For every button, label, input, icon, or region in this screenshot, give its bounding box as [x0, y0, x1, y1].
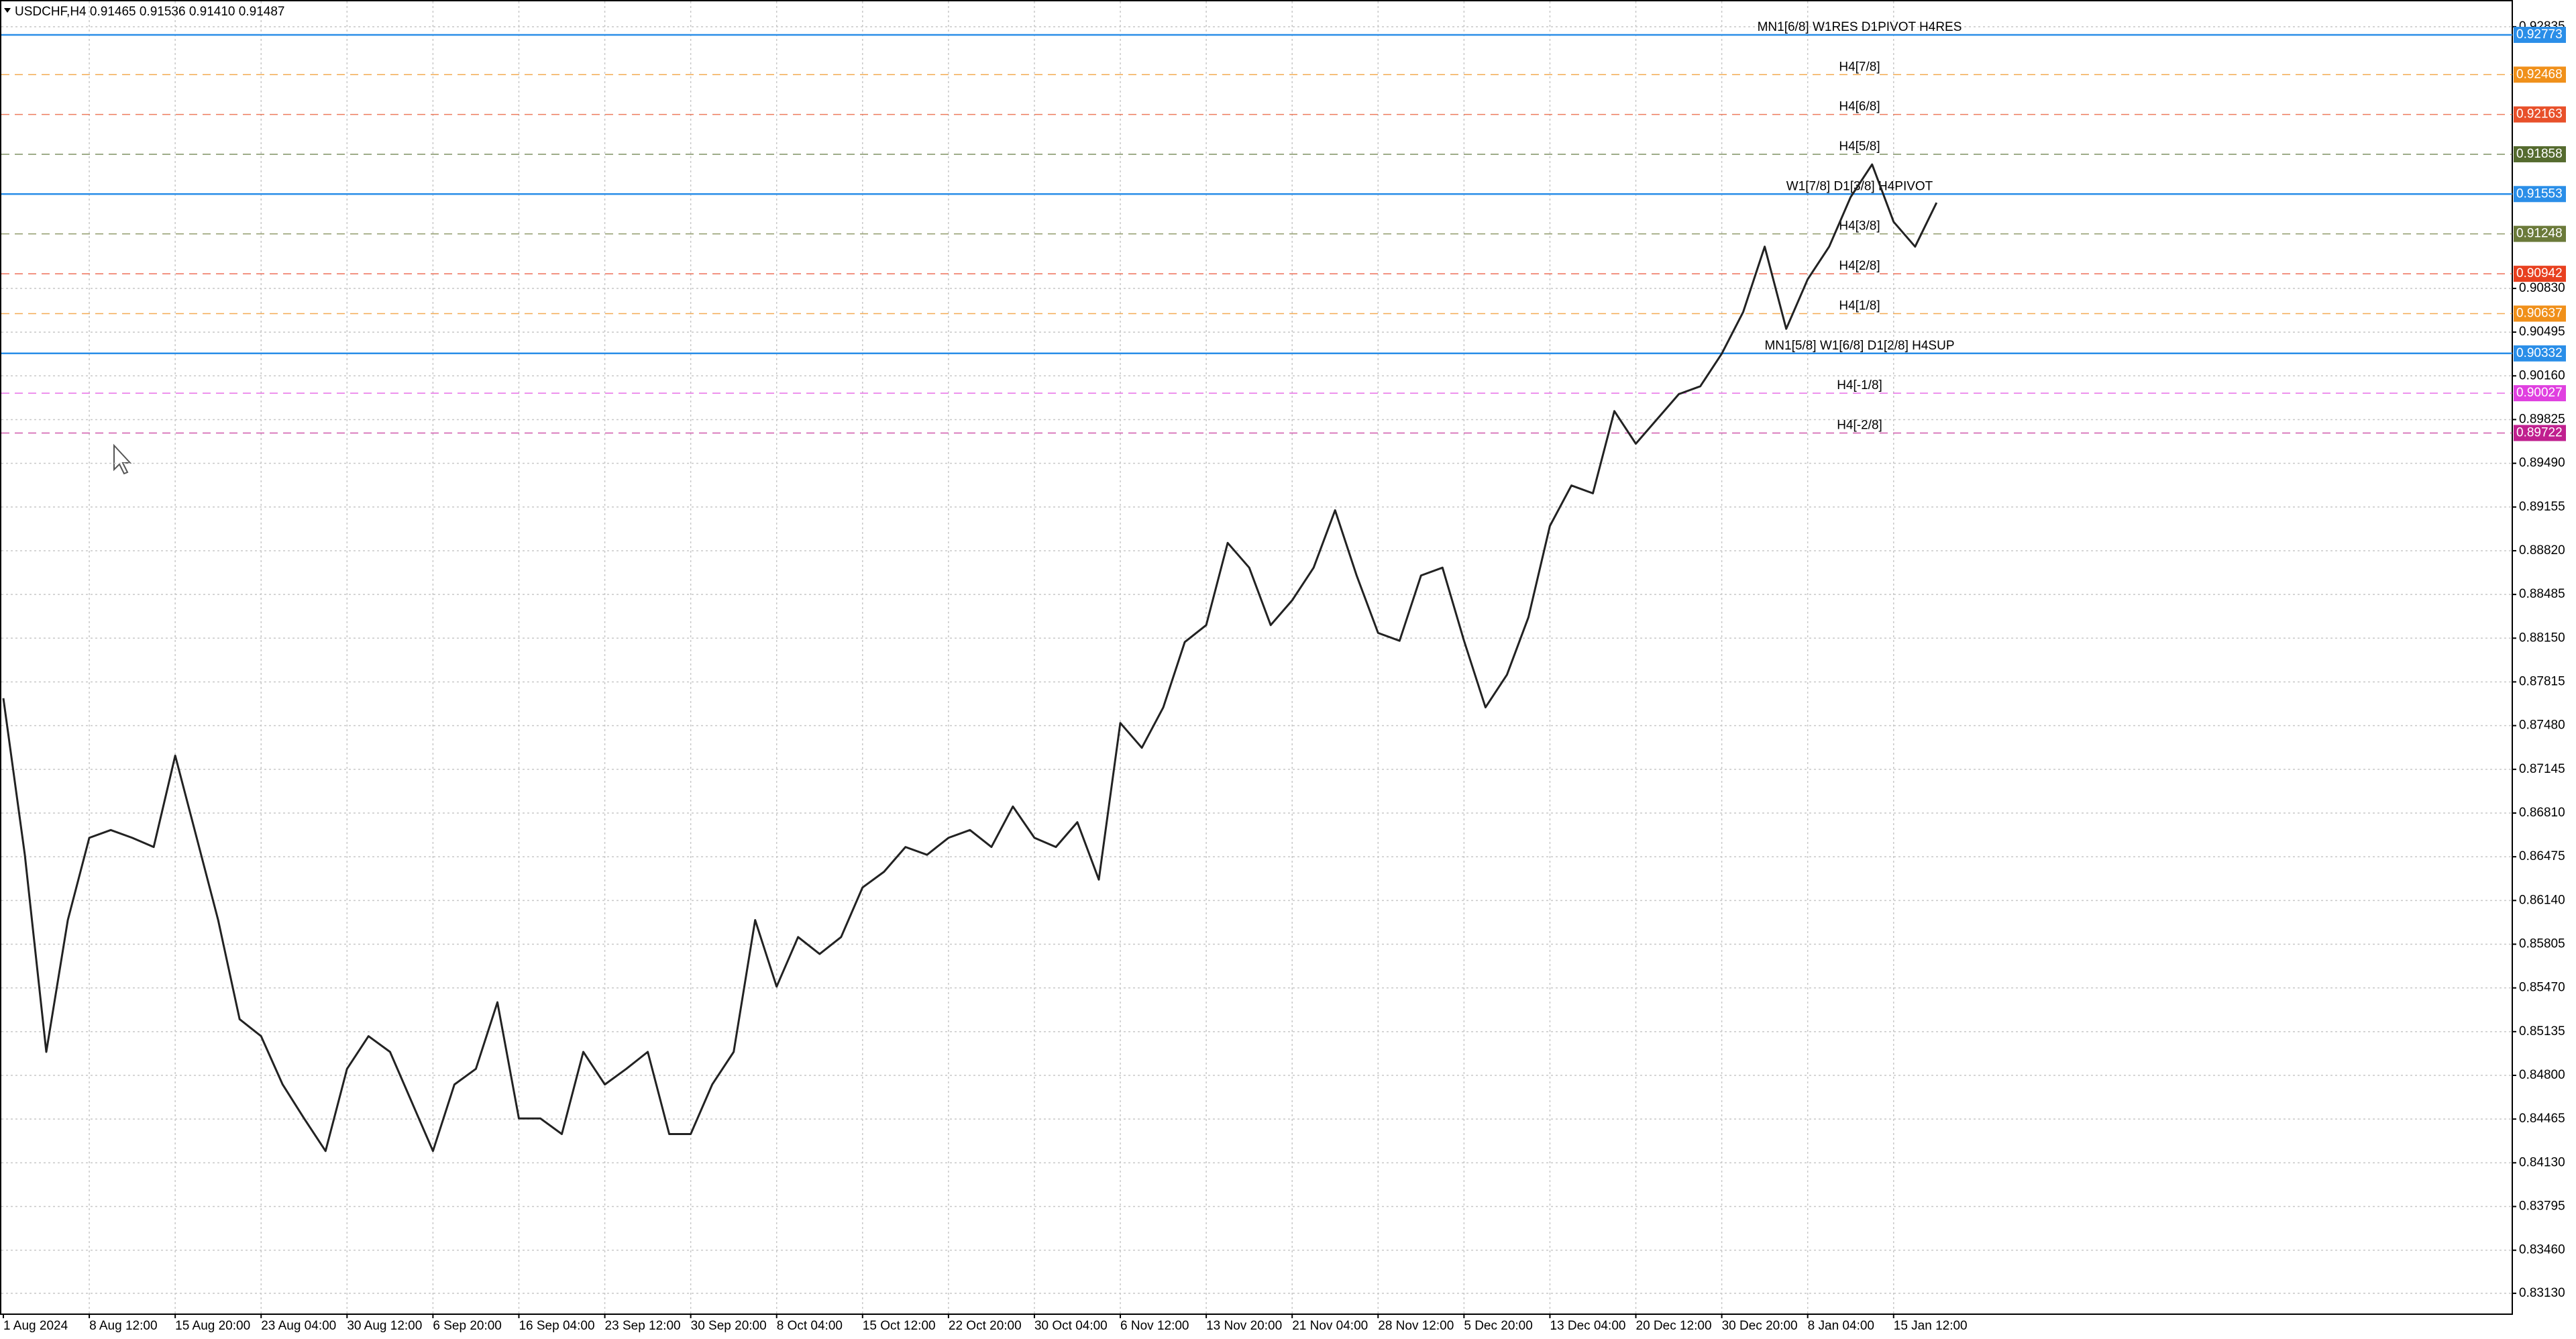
x-tick-label: 5 Dec 20:00 — [1464, 1319, 1532, 1333]
level-label: H4[-1/8] — [1837, 378, 1882, 392]
y-tick-label: 0.85470 — [2519, 981, 2565, 995]
y-tick-label: 0.84465 — [2519, 1112, 2565, 1126]
x-tick-label: 15 Aug 20:00 — [175, 1319, 250, 1333]
y-tick-label: 0.88150 — [2519, 631, 2565, 645]
price-box-label: 0.89722 — [2516, 425, 2563, 439]
level-label: H4[2/8] — [1839, 259, 1880, 273]
price-box — [2514, 146, 2566, 162]
price-box-label: 0.90332 — [2516, 346, 2563, 360]
y-tick-label: 0.87480 — [2519, 718, 2565, 733]
level-label: H4[-2/8] — [1837, 418, 1882, 432]
price-box-label: 0.90942 — [2516, 266, 2563, 280]
price-box — [2514, 186, 2566, 203]
menu-arrow — [4, 8, 11, 13]
y-tick-label: 0.90495 — [2519, 325, 2565, 339]
x-tick-label: 8 Aug 12:00 — [89, 1319, 157, 1333]
price-box-label: 0.90637 — [2516, 306, 2563, 320]
price-box-label: 0.90027 — [2516, 386, 2563, 400]
y-tick-label: 0.85135 — [2519, 1024, 2565, 1038]
x-tick-label: 23 Sep 12:00 — [605, 1319, 681, 1333]
x-tick-label: 1 Aug 2024 — [3, 1319, 68, 1333]
level-label: H4[5/8] — [1839, 140, 1880, 154]
x-tick-label: 13 Nov 20:00 — [1206, 1319, 1282, 1333]
price-box — [2514, 225, 2566, 242]
level-label: H4[6/8] — [1839, 100, 1880, 114]
x-tick-label: 6 Nov 12:00 — [1120, 1319, 1189, 1333]
y-tick-label: 0.89155 — [2519, 500, 2565, 514]
y-tick-label: 0.88820 — [2519, 543, 2565, 557]
level-label: W1[7/8] D1[3/8] H4PIVOT — [1786, 179, 1933, 193]
y-tick-label: 0.85805 — [2519, 936, 2565, 951]
level-label: MN1[6/8] W1RES D1PIVOT H4RES — [1758, 20, 1962, 34]
y-tick-label: 0.83795 — [2519, 1199, 2565, 1214]
chart-title: USDCHF,H4 0.91465 0.91536 0.91410 0.9148… — [15, 5, 284, 19]
price-box — [2514, 66, 2566, 83]
y-tick-label: 0.90830 — [2519, 281, 2565, 295]
plot-frame — [0, 0, 2513, 1315]
y-tick-label: 0.89490 — [2519, 456, 2565, 470]
price-box-label: 0.91248 — [2516, 227, 2563, 241]
x-tick-label: 28 Nov 12:00 — [1378, 1319, 1454, 1333]
y-tick-label: 0.86810 — [2519, 806, 2565, 820]
level-label: MN1[5/8] W1[6/8] D1[2/8] H4SUP — [1764, 339, 1954, 353]
x-tick-label: 30 Dec 20:00 — [1722, 1319, 1798, 1333]
y-tick-label: 0.89825 — [2519, 412, 2565, 426]
price-box-label: 0.91858 — [2516, 147, 2563, 161]
price-box-label: 0.92773 — [2516, 28, 2563, 42]
y-tick-label: 0.83130 — [2519, 1286, 2565, 1300]
price-box — [2514, 385, 2566, 402]
y-tick-label: 0.84130 — [2519, 1155, 2565, 1169]
price-box — [2514, 266, 2566, 282]
x-tick-label: 20 Dec 12:00 — [1636, 1319, 1712, 1333]
price-box — [2514, 106, 2566, 123]
price-line — [2, 163, 1938, 1153]
x-tick-label: 30 Aug 12:00 — [347, 1319, 422, 1333]
price-box-label: 0.92163 — [2516, 107, 2563, 121]
y-tick-label: 0.84800 — [2519, 1068, 2565, 1082]
x-tick-label: 13 Dec 04:00 — [1550, 1319, 1625, 1333]
level-label: H4[1/8] — [1839, 299, 1880, 313]
y-tick-label: 0.87145 — [2519, 762, 2565, 776]
x-tick-label: 23 Aug 04:00 — [261, 1319, 336, 1333]
x-tick-label: 22 Oct 20:00 — [949, 1319, 1022, 1333]
y-tick-label: 0.83460 — [2519, 1243, 2565, 1257]
x-tick-label: 6 Sep 20:00 — [433, 1319, 501, 1333]
grid — [1, 1, 2512, 1314]
x-tick-label: 21 Nov 04:00 — [1292, 1319, 1368, 1333]
level-label: H4[3/8] — [1839, 219, 1880, 233]
x-tick-label: 30 Oct 04:00 — [1034, 1319, 1108, 1333]
y-tick-label: 0.86475 — [2519, 849, 2565, 863]
price-box — [2514, 345, 2566, 362]
x-tick-label: 15 Oct 12:00 — [863, 1319, 936, 1333]
y-tick-label: 0.86140 — [2519, 893, 2565, 907]
price-box-label: 0.92468 — [2516, 67, 2563, 81]
x-tick-label: 16 Sep 04:00 — [519, 1319, 594, 1333]
level-label: H4[7/8] — [1839, 60, 1880, 74]
x-tick-label: 8 Jan 04:00 — [1808, 1319, 1874, 1333]
y-tick-label: 0.87815 — [2519, 674, 2565, 688]
price-box — [2514, 26, 2566, 43]
price-box-label: 0.91553 — [2516, 186, 2563, 201]
y-tick-label: 0.90160 — [2519, 368, 2565, 382]
x-tick-label: 8 Oct 04:00 — [777, 1319, 843, 1333]
price-box — [2514, 305, 2566, 322]
price-box — [2514, 425, 2566, 441]
x-tick-label: 30 Sep 20:00 — [691, 1319, 767, 1333]
x-tick-label: 15 Jan 12:00 — [1894, 1319, 1968, 1333]
y-tick-label: 0.88485 — [2519, 587, 2565, 601]
